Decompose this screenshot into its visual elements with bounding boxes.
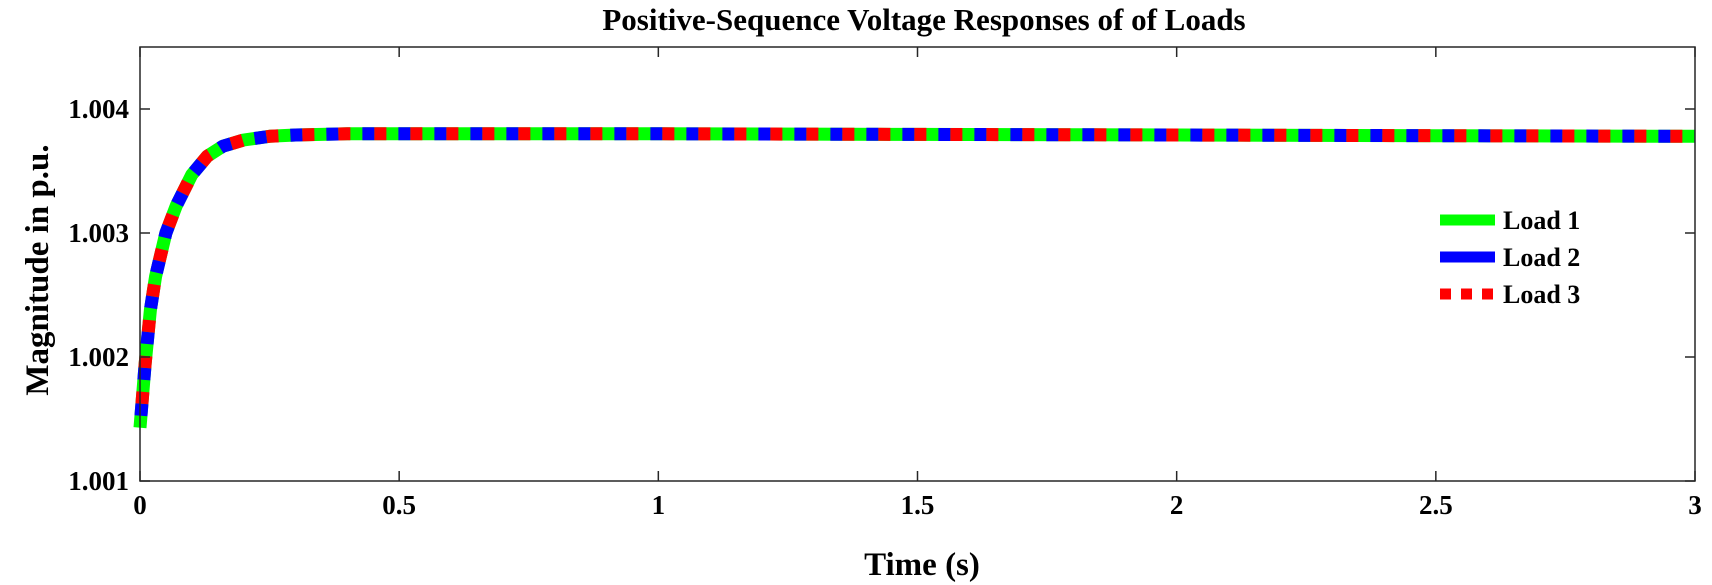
x-tick-label: 3 — [1688, 490, 1702, 520]
series-layer — [133, 127, 1696, 429]
x-tick-label: 2 — [1170, 490, 1184, 520]
plot-area — [140, 47, 1695, 481]
y-axis-label: Magnitude in p.u. — [20, 144, 56, 395]
tick-layer: 0 0.5 1 1.5 2 2.5 3 1.001 1.002 1.003 1.004 — [68, 47, 1702, 520]
legend-label-load-3: Load 3 — [1503, 280, 1580, 309]
legend: Load 1 Load 2 Load 3 — [1440, 206, 1580, 309]
chart-title: Positive-Sequence Voltage Responses of o… — [602, 2, 1245, 37]
y-tick-label: 1.001 — [68, 466, 129, 496]
series-line-load-2 — [133, 127, 1696, 429]
y-tick-label: 1.003 — [68, 218, 129, 248]
x-tick-label: 2.5 — [1419, 490, 1453, 520]
x-axis-label: Time (s) — [864, 547, 980, 583]
x-tick-label: 0 — [133, 490, 147, 520]
x-tick-label: 1 — [652, 490, 666, 520]
x-tick-label: 0.5 — [382, 490, 416, 520]
legend-label-load-1: Load 1 — [1503, 206, 1580, 235]
y-tick-label: 1.004 — [68, 94, 129, 124]
y-tick-label: 1.002 — [68, 342, 129, 372]
legend-label-load-2: Load 2 — [1503, 243, 1580, 272]
x-tick-label: 1.5 — [901, 490, 935, 520]
